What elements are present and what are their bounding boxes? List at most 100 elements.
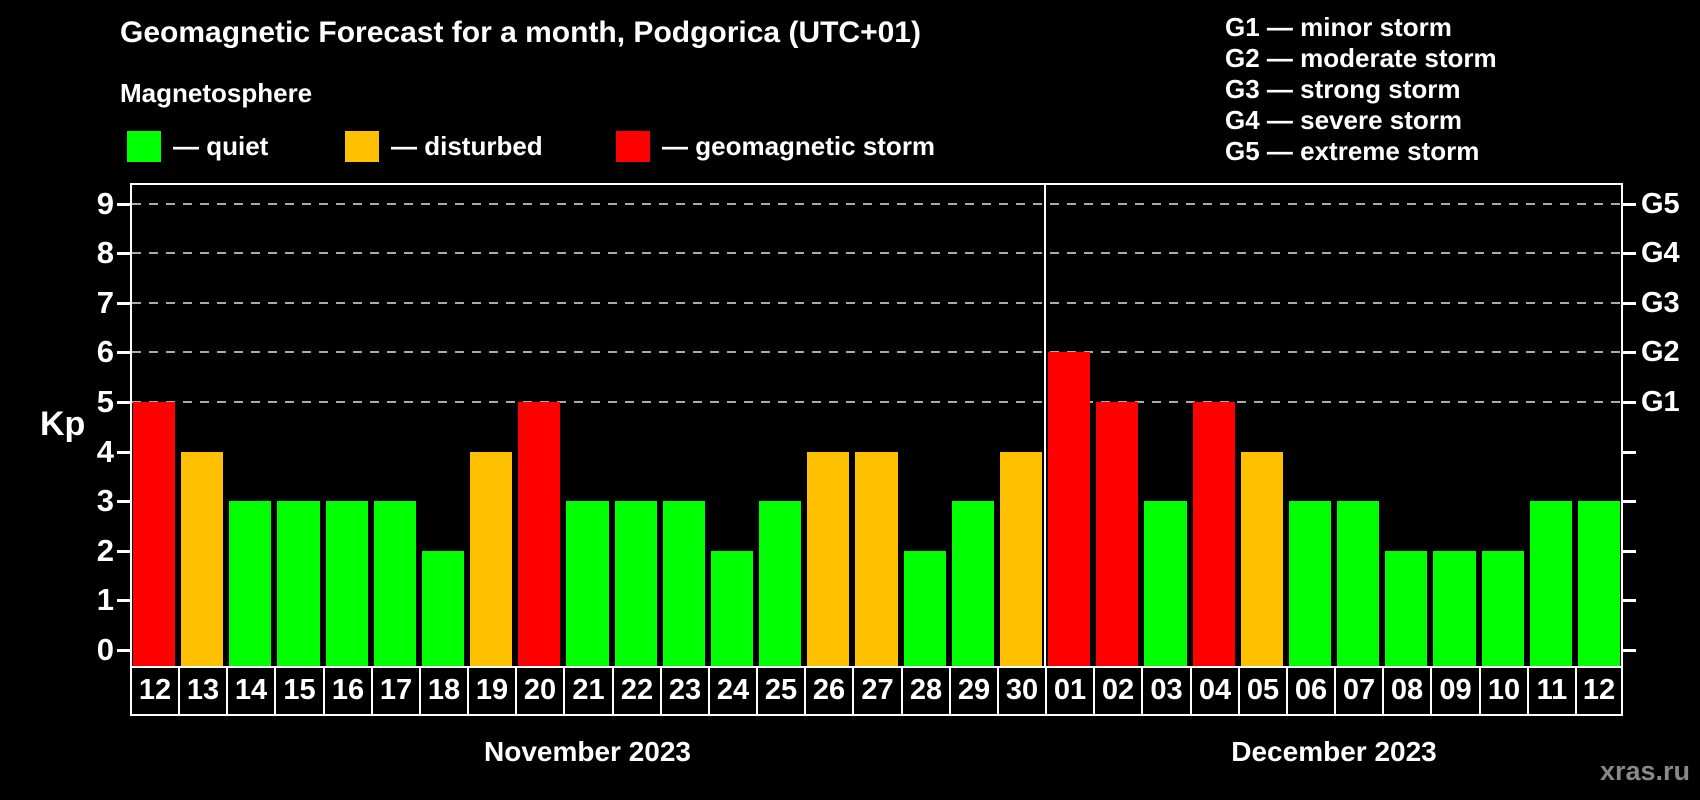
kp-bar-02	[1096, 402, 1138, 666]
kp-tick-right	[1623, 549, 1636, 553]
date-box: 24	[708, 666, 758, 716]
kp-bar-09	[1433, 550, 1476, 666]
date-box: 11	[1527, 666, 1577, 716]
date-box: 14	[226, 666, 276, 716]
kp-tick-right	[1623, 450, 1636, 454]
date-box: 25	[756, 666, 806, 716]
date-box: 08	[1382, 666, 1432, 716]
kp-tick-right	[1623, 500, 1636, 504]
chart-subtitle: Magnetosphere	[120, 78, 313, 108]
g-axis-label-g4: G4	[1641, 237, 1680, 270]
kp-tick-left	[117, 549, 130, 553]
legend-label-disturbed: — disturbed	[391, 130, 543, 161]
kp-bar-22	[615, 501, 657, 666]
date-box: 27	[852, 666, 903, 716]
kp-tick-label: 7	[96, 284, 114, 320]
date-axis: 12 13 14 15 16 17 18 19 20 21 22 23 24 25 26 27 28 29 30 01…	[130, 666, 1623, 720]
g-scale-legend-line-3: G3 — strong storm	[1225, 74, 1461, 104]
g-scale-legend-line-5: G5 — extreme storm	[1225, 136, 1480, 166]
gridline-kp-9	[132, 202, 1621, 205]
kp-bar-26	[807, 451, 849, 666]
date-box: 12	[130, 666, 180, 716]
kp-bar-23	[663, 501, 705, 666]
gridline-kp-6	[132, 351, 1621, 354]
kp-tick-left	[117, 252, 130, 256]
date-box: 20	[515, 666, 565, 716]
kp-tick-right	[1623, 202, 1636, 206]
g-scale-legend-line-1: G1 — minor storm	[1225, 12, 1452, 42]
g-axis-label-g1: G1	[1641, 386, 1680, 418]
kp-bar-25	[759, 501, 801, 666]
gridline-kp-8	[132, 252, 1621, 255]
kp-tick-left	[117, 351, 130, 355]
g-scale-legend-line-4: G4 — severe storm	[1225, 105, 1463, 135]
date-box: 26	[804, 666, 854, 716]
date-box: 22	[612, 666, 662, 716]
kp-tick-label: 8	[96, 235, 114, 271]
g-scale-legend: G1 — minor storm G2 — moderate storm G3 — …	[1225, 12, 1497, 167]
date-box: 16	[323, 666, 373, 716]
legend-swatch-storm	[616, 130, 650, 162]
date-box: 29	[949, 666, 999, 716]
kp-bar-04	[1193, 402, 1235, 666]
date-box: 30	[997, 666, 1047, 716]
legend-item-storm: — geomagnetic storm	[616, 128, 935, 164]
kp-bar-30	[1000, 451, 1042, 666]
month-separator-line	[1044, 185, 1046, 666]
date-box: 12	[1575, 666, 1623, 716]
kp-tick-left	[117, 599, 130, 603]
kp-bar-14	[229, 501, 271, 666]
kp-bar-20	[518, 402, 560, 666]
date-box: 06	[1286, 666, 1336, 716]
date-box: 07	[1334, 666, 1384, 716]
g-axis-label-g3: G3	[1641, 286, 1680, 319]
date-box: 04	[1190, 666, 1240, 716]
date-box: 21	[563, 666, 614, 716]
gridline-kp-5	[132, 401, 1621, 403]
kp-tick-label: 9	[96, 185, 114, 221]
kp-tick-label: 2	[96, 532, 114, 568]
kp-tick-right	[1623, 649, 1636, 652]
legend-item-disturbed: — disturbed	[345, 128, 543, 164]
date-box: 19	[467, 666, 517, 716]
kp-tick-left	[117, 500, 130, 504]
watermark: xras.ru	[1599, 756, 1690, 786]
kp-bar-28	[904, 550, 946, 666]
plot-area: 0 1 2 3 4 5 6 7 8 9 G1 G2 G3 G4 G5	[97, 183, 1680, 668]
kp-tick-right	[1623, 401, 1636, 404]
kp-tick-label: 4	[96, 433, 114, 469]
kp-bar-21	[566, 501, 609, 666]
kp-bar-18	[422, 550, 464, 666]
date-box: 17	[371, 666, 421, 716]
g-axis-label-g2: G2	[1641, 336, 1680, 369]
date-box: 15	[274, 666, 325, 716]
g-axis-label-g5: G5	[1641, 187, 1680, 220]
date-box: 13	[178, 666, 228, 716]
month-label-november: November 2023	[483, 736, 692, 767]
date-box: 03	[1141, 666, 1192, 716]
kp-bar-19	[470, 451, 512, 666]
chart-title: Geomagnetic Forecast for a month, Podgor…	[120, 16, 921, 49]
kp-bar-29	[952, 501, 994, 666]
kp-tick-left	[117, 450, 130, 454]
kp-bar-16	[326, 501, 368, 666]
kp-tick-left	[117, 202, 130, 206]
kp-bar-27	[855, 451, 898, 666]
date-box: 05	[1238, 666, 1288, 716]
date-box: 18	[419, 666, 469, 716]
kp-tick-right	[1623, 599, 1636, 603]
date-box: 09	[1430, 666, 1481, 716]
g-scale-legend-line-2: G2 — moderate storm	[1225, 43, 1497, 73]
kp-tick-left	[117, 401, 130, 404]
date-box: 10	[1479, 666, 1529, 716]
kp-tick-left	[117, 301, 130, 305]
kp-bar-06	[1289, 501, 1331, 666]
legend-item-quiet: — quiet	[127, 128, 268, 164]
kp-bar-12	[1578, 501, 1620, 666]
kp-bar-17	[374, 501, 416, 666]
kp-tick-right	[1623, 301, 1636, 305]
kp-bar-10	[1482, 550, 1524, 666]
legend-swatch-disturbed	[345, 130, 379, 162]
month-label-december: December 2023	[1231, 736, 1437, 767]
